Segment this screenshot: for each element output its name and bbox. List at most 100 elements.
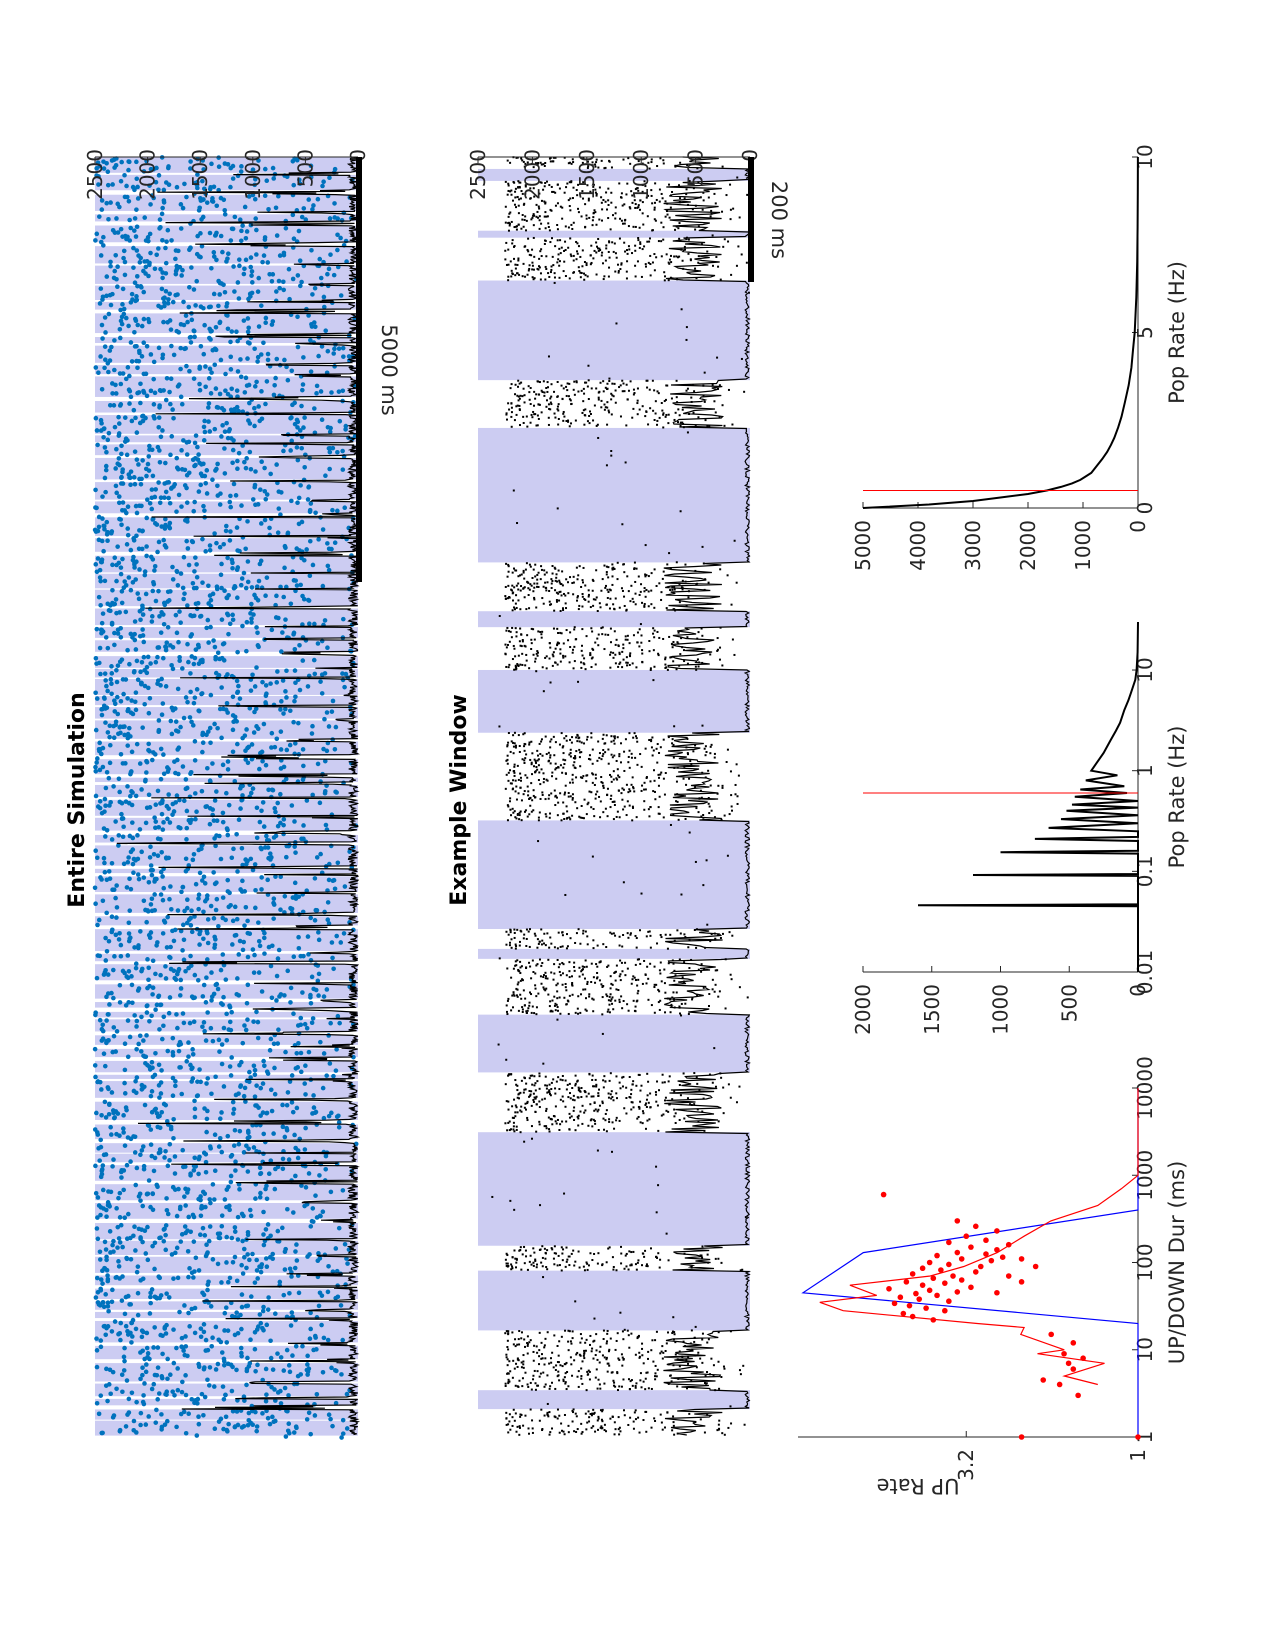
- spike: [174, 1213, 180, 1219]
- spike: [630, 190, 633, 193]
- spike: [315, 1258, 321, 1264]
- spike: [228, 1173, 234, 1179]
- spike: [607, 203, 610, 206]
- spike: [252, 1280, 258, 1285]
- spike: [95, 756, 100, 761]
- spike: [640, 583, 643, 586]
- spike: [690, 396, 693, 399]
- spike: [205, 1347, 211, 1353]
- spike: [248, 466, 254, 472]
- spike: [517, 599, 520, 602]
- spike: [568, 277, 571, 280]
- spike: [513, 257, 516, 260]
- up-state-band: [95, 720, 358, 739]
- spike: [208, 624, 213, 630]
- spike: [125, 708, 131, 714]
- spike: [222, 212, 228, 217]
- spike: [530, 254, 533, 257]
- spike: [523, 218, 526, 221]
- spike: [255, 359, 260, 364]
- spike: [540, 222, 543, 225]
- spike: [257, 1194, 263, 1200]
- spike: [238, 169, 244, 174]
- spike: [743, 390, 746, 393]
- spike: [124, 1378, 130, 1383]
- spike: [166, 792, 171, 797]
- spike: [121, 1126, 126, 1131]
- spike: [174, 569, 180, 575]
- spike: [525, 415, 528, 418]
- spike: [638, 408, 641, 411]
- spike: [549, 241, 552, 244]
- spike: [180, 764, 186, 769]
- spike: [255, 354, 261, 360]
- spike: [162, 1226, 167, 1232]
- spike: [302, 1021, 308, 1027]
- spike: [109, 860, 115, 866]
- spike: [514, 393, 517, 396]
- spike: [235, 649, 240, 655]
- spike: [588, 414, 591, 417]
- spike: [113, 819, 118, 824]
- spike: [233, 1092, 239, 1098]
- spike: [143, 264, 149, 270]
- spike: [298, 1372, 304, 1377]
- spike: [170, 564, 175, 570]
- spike: [581, 265, 584, 268]
- spike: [557, 569, 560, 572]
- spike: [287, 1266, 293, 1272]
- spike: [208, 903, 214, 909]
- spike: [296, 1041, 301, 1046]
- spike: [675, 379, 678, 382]
- spike: [163, 260, 169, 266]
- spike: [591, 161, 594, 164]
- spike: [225, 1361, 231, 1367]
- spike: [629, 652, 632, 655]
- spike: [135, 591, 141, 596]
- spike: [179, 889, 184, 895]
- spike: [132, 481, 138, 487]
- spike: [145, 685, 151, 691]
- spike: [214, 789, 219, 794]
- spike: [214, 818, 220, 824]
- spike: [240, 862, 245, 868]
- spike: [278, 907, 283, 913]
- spike: [614, 389, 617, 392]
- spike: [610, 398, 613, 401]
- spike: [631, 201, 634, 204]
- spike: [103, 678, 108, 683]
- spike: [169, 238, 174, 243]
- spike: [589, 652, 592, 655]
- spike: [540, 163, 543, 166]
- spike: [259, 887, 264, 892]
- spike: [547, 226, 550, 229]
- spike: [321, 179, 326, 184]
- spike: [196, 1268, 202, 1273]
- spike: [198, 231, 203, 236]
- spike: [656, 419, 659, 422]
- spike: [593, 404, 596, 407]
- spike: [562, 387, 565, 390]
- spike: [297, 181, 303, 186]
- spike: [201, 1412, 206, 1418]
- spike: [291, 236, 297, 242]
- spike: [145, 497, 150, 502]
- spike: [134, 1165, 140, 1171]
- spike: [125, 647, 130, 653]
- spike: [516, 663, 519, 666]
- spike: [292, 1265, 298, 1271]
- spike: [243, 748, 248, 754]
- spike: [583, 597, 586, 600]
- spike: [310, 562, 316, 568]
- spike: [517, 257, 520, 260]
- spike: [124, 542, 130, 547]
- spike: [633, 199, 636, 202]
- spike: [180, 1379, 185, 1385]
- spike: [309, 974, 315, 980]
- spike: [536, 267, 539, 270]
- spike: [181, 299, 186, 305]
- spike: [247, 341, 252, 346]
- spike: [109, 620, 115, 626]
- spike: [219, 617, 225, 622]
